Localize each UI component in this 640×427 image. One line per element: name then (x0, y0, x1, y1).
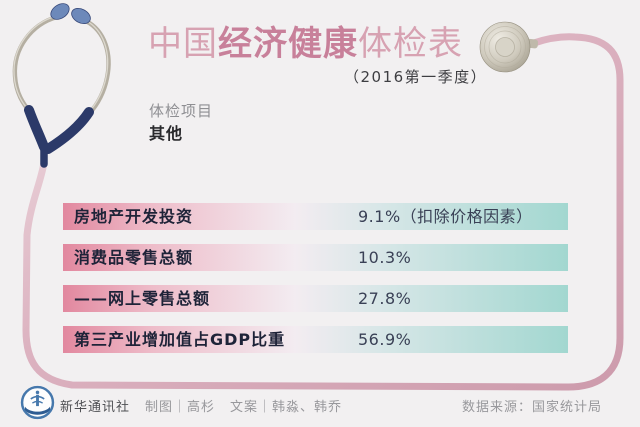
indicator-label: ——网上零售总额 (74, 289, 211, 308)
section-label: 体检项目 (149, 102, 214, 120)
headset-metal-tubes (12, 14, 111, 116)
title-period: （2016第一季度） (344, 68, 488, 86)
ear-tips-icon (50, 3, 91, 25)
indicator-label: 第三产业增加值占GDP比重 (74, 330, 286, 349)
footer-copy-credit: 文案｜韩淼、韩乔 (230, 400, 343, 415)
indicator-bar: 消费品零售总额 10.3% (63, 244, 568, 271)
indicator-value: 9.1%（扣除价格因素） (358, 207, 533, 226)
title-suffix: 体检表 (358, 24, 463, 64)
indicator-value: 56.9% (358, 330, 412, 349)
stethoscope-y-piece (24, 105, 94, 168)
title-highlight: 经济健康 (218, 24, 358, 64)
chest-piece-icon (479, 21, 539, 73)
indicator-label: 房地产开发投资 (74, 207, 194, 226)
section-category: 其他 (149, 124, 184, 143)
stethoscope-tube-frame (22, 33, 624, 391)
footer-design-credit: 制图｜高杉 (145, 400, 216, 415)
indicator-label: 消费品零售总额 (74, 248, 194, 267)
page-title: 中国经济健康体检表 (148, 25, 463, 63)
title-prefix: 中国 (148, 24, 218, 64)
indicator-value: 10.3% (358, 248, 412, 267)
indicator-bar: ——网上零售总额 27.8% (63, 285, 568, 312)
indicator-note: （扣除价格因素） (400, 207, 533, 226)
indicator-value: 27.8% (358, 289, 412, 308)
footer-agency-name: 新华通讯社 (60, 400, 131, 415)
indicator-bar: 第三产业增加值占GDP比重 56.9% (63, 326, 568, 353)
xinhua-logo-icon (20, 385, 55, 420)
indicator-bar-list: 房地产开发投资 9.1%（扣除价格因素） 消费品零售总额 10.3% ——网上零… (63, 203, 568, 367)
footer-data-source: 数据来源：国家统计局 (461, 400, 602, 415)
indicator-bar: 房地产开发投资 9.1%（扣除价格因素） (63, 203, 568, 230)
